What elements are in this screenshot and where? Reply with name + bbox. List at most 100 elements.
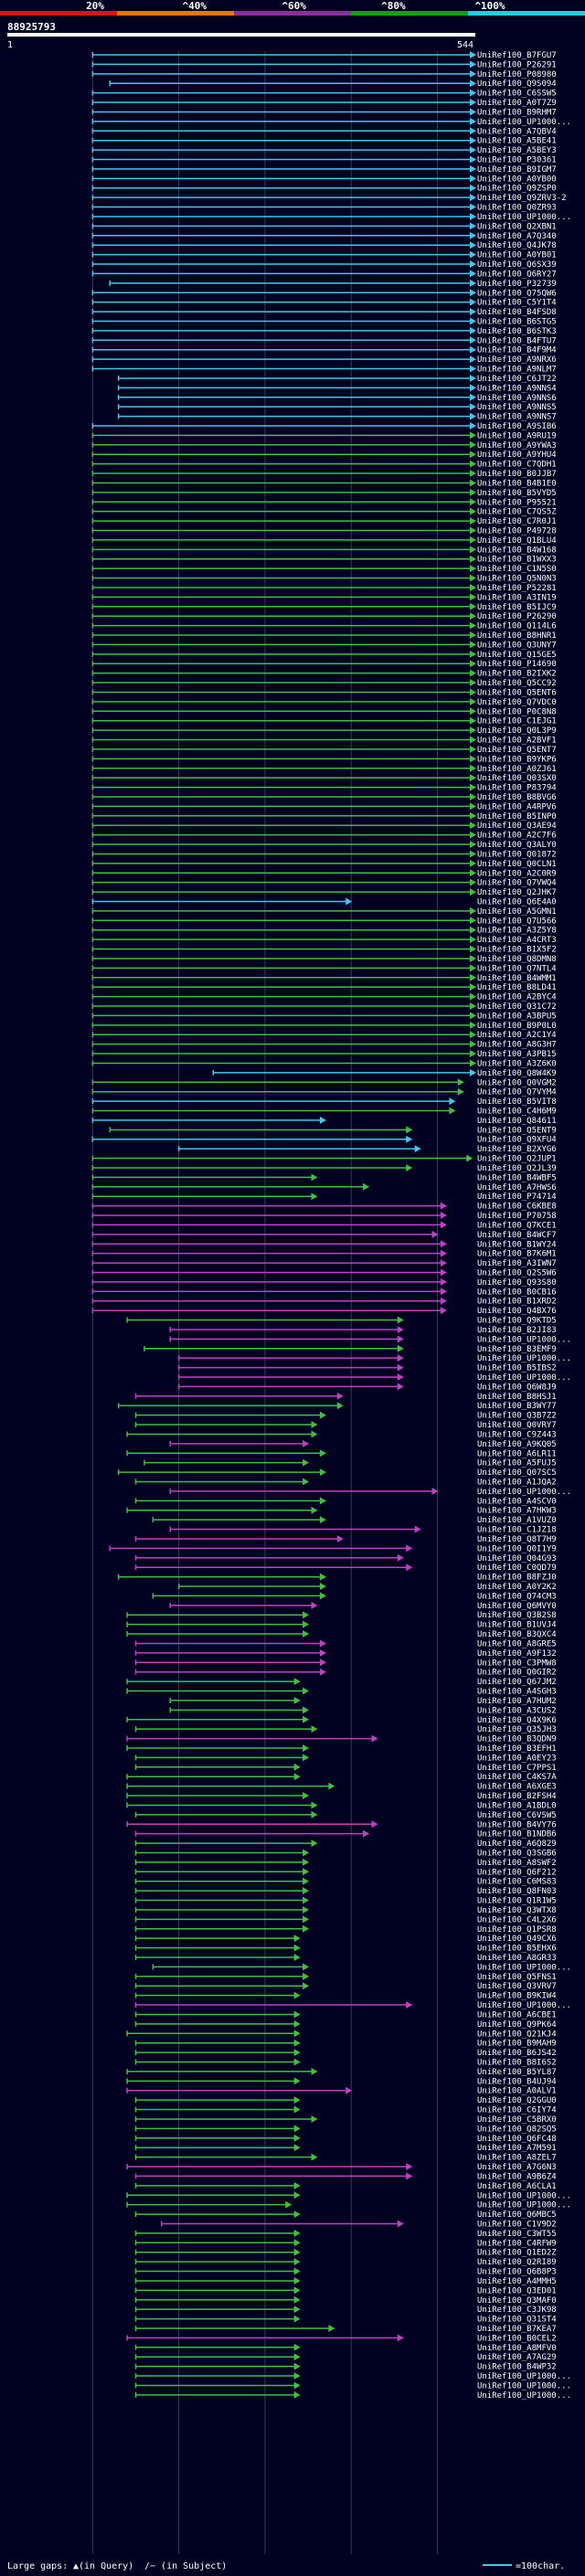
hit-label[interactable]: UniRef100_B5YL87 xyxy=(477,2068,557,2077)
hit-label[interactable]: UniRef100_C1N5S0 xyxy=(477,565,557,574)
hit-label[interactable]: UniRef100_A4MMH5 xyxy=(477,2277,557,2286)
hit-label[interactable]: UniRef100_A3IN19 xyxy=(477,593,557,602)
hit-label[interactable]: UniRef100_A8SWF2 xyxy=(477,1859,557,1868)
hit-label[interactable]: UniRef100_Q7U566 xyxy=(477,917,557,926)
hit-label[interactable]: UniRef100_Q49CX6 xyxy=(477,1935,557,1944)
hit-label[interactable]: UniRef100_Q0VRY7 xyxy=(477,1421,557,1430)
hit-label[interactable]: UniRef100_B9IGM7 xyxy=(477,165,557,175)
hit-label[interactable]: UniRef100_B3QDN9 xyxy=(477,1735,557,1744)
hit-label[interactable]: UniRef100_Q07SC5 xyxy=(477,1468,557,1478)
hit-label[interactable]: UniRef100_UP1000... xyxy=(477,118,571,127)
hit-label[interactable]: UniRef100_A4RPV6 xyxy=(477,802,557,811)
hit-label[interactable]: UniRef100_P32739 xyxy=(477,280,557,289)
hit-label[interactable]: UniRef100_Q3UNY7 xyxy=(477,641,557,650)
hit-label[interactable]: UniRef100_A0YB00 xyxy=(477,175,557,184)
hit-label[interactable]: UniRef100_C6MS83 xyxy=(477,1878,557,1887)
hit-label[interactable]: UniRef100_A3CUS2 xyxy=(477,1706,557,1715)
hit-label[interactable]: UniRef100_A7QBV4 xyxy=(477,127,557,136)
hit-label[interactable]: UniRef100_Q4JK78 xyxy=(477,241,557,250)
hit-label[interactable]: UniRef100_B7K6M1 xyxy=(477,1250,557,1259)
hit-label[interactable]: UniRef100_Q6F212 xyxy=(477,1868,557,1877)
hit-label[interactable]: UniRef100_A3IWN7 xyxy=(477,1259,557,1268)
hit-label[interactable]: UniRef100_A3Z5Y8 xyxy=(477,927,557,936)
hit-label[interactable]: UniRef100_A9B6Z4 xyxy=(477,2172,557,2181)
hit-label[interactable]: UniRef100_A9SIB6 xyxy=(477,422,557,431)
hit-label[interactable]: UniRef100_B8HNR1 xyxy=(477,631,557,641)
hit-label[interactable]: UniRef100_B5EHX6 xyxy=(477,1945,557,1954)
hit-label[interactable]: UniRef100_P26290 xyxy=(477,612,557,621)
hit-label[interactable]: UniRef100_Q31ST4 xyxy=(477,2316,557,2325)
hit-label[interactable]: UniRef100_B1WXX3 xyxy=(477,556,557,565)
hit-label[interactable]: UniRef100_P83794 xyxy=(477,784,557,793)
hit-label[interactable]: UniRef100_Q3AE94 xyxy=(477,822,557,831)
hit-label[interactable]: UniRef100_A2BYC4 xyxy=(477,993,557,1002)
hit-label[interactable]: UniRef100_Q7NTL4 xyxy=(477,964,557,973)
hit-label[interactable]: UniRef100_Q5FNS1 xyxy=(477,1973,557,1982)
hit-label[interactable]: UniRef100_Q6E4A0 xyxy=(477,897,557,906)
hit-label[interactable]: UniRef100_UP1000... xyxy=(477,2001,571,2010)
hit-label[interactable]: UniRef100_UP1000... xyxy=(477,2381,571,2390)
hit-label[interactable]: UniRef100_Q3ALY0 xyxy=(477,841,557,850)
hit-label[interactable]: UniRef100_Q8FN03 xyxy=(477,1887,557,1896)
hit-label[interactable]: UniRef100_B1NDB6 xyxy=(477,1830,557,1839)
hit-label[interactable]: UniRef100_Q9S094 xyxy=(477,80,557,89)
hit-label[interactable]: UniRef100_Q4X9K6 xyxy=(477,1716,557,1725)
hit-label[interactable]: UniRef100_Q9KTD5 xyxy=(477,1317,557,1326)
hit-label[interactable]: UniRef100_A9NNS4 xyxy=(477,384,557,393)
hit-label[interactable]: UniRef100_B8LD41 xyxy=(477,983,557,992)
hit-label[interactable]: UniRef100_UP1000... xyxy=(477,1335,571,1344)
hit-label[interactable]: UniRef100_A8GRE5 xyxy=(477,1639,557,1648)
hit-label[interactable]: UniRef100_B8I6S2 xyxy=(477,2059,557,2068)
hit-label[interactable]: UniRef100_Q74CM3 xyxy=(477,1592,557,1601)
hit-label[interactable]: UniRef100_Q1R1W5 xyxy=(477,1897,557,1906)
hit-label[interactable]: UniRef100_A2C1Y4 xyxy=(477,1031,557,1040)
hit-label[interactable]: UniRef100_UP1000... xyxy=(477,1354,571,1363)
hit-label[interactable]: UniRef100_B9YKP6 xyxy=(477,755,557,764)
hit-label[interactable]: UniRef100_P14690 xyxy=(477,660,557,669)
hit-label[interactable]: UniRef100_B2FSH4 xyxy=(477,1792,557,1801)
hit-label[interactable]: UniRef100_Q6MVY0 xyxy=(477,1602,557,1611)
hit-label[interactable]: UniRef100_Q35JH3 xyxy=(477,1725,557,1734)
hit-label[interactable]: UniRef100_B4UJ94 xyxy=(477,2077,557,2086)
hit-label[interactable]: UniRef100_Q5ENT9 xyxy=(477,1126,557,1135)
hit-label[interactable]: UniRef100_C7QS5Z xyxy=(477,508,557,517)
hit-label[interactable]: UniRef100_C7QDH1 xyxy=(477,461,557,470)
hit-label[interactable]: UniRef100_B2XYG6 xyxy=(477,1145,557,1154)
hit-label[interactable]: UniRef100_B9P0L0 xyxy=(477,1022,557,1031)
hit-label[interactable]: UniRef100_Q01872 xyxy=(477,850,557,859)
hit-label[interactable]: UniRef100_A0Y2K2 xyxy=(477,1583,557,1592)
hit-label[interactable]: UniRef100_C1JZ18 xyxy=(477,1526,557,1535)
hit-label[interactable]: UniRef100_C9Z443 xyxy=(477,1430,557,1439)
hit-label[interactable]: UniRef100_Q7VWQ4 xyxy=(477,879,557,888)
hit-label[interactable]: UniRef100_C5Y1T4 xyxy=(477,299,557,308)
hit-label[interactable]: UniRef100_Q31C72 xyxy=(477,1002,557,1012)
hit-label[interactable]: UniRef100_C6VSW5 xyxy=(477,1811,557,1820)
hit-label[interactable]: UniRef100_Q21KJ4 xyxy=(477,2030,557,2039)
hit-label[interactable]: UniRef100_B4WP32 xyxy=(477,2363,557,2372)
hit-label[interactable]: UniRef100_Q2JHK7 xyxy=(477,888,557,897)
hit-label[interactable]: UniRef100_UP1000... xyxy=(477,2201,571,2210)
hit-label[interactable]: UniRef100_A9NNS7 xyxy=(477,413,557,422)
hit-label[interactable]: UniRef100_Q84611 xyxy=(477,1117,557,1126)
hit-label[interactable]: UniRef100_A8G3H7 xyxy=(477,1041,557,1050)
hit-label[interactable]: UniRef100_Q0CLN1 xyxy=(477,860,557,869)
hit-label[interactable]: UniRef100_A9F132 xyxy=(477,1649,557,1659)
hit-label[interactable]: UniRef100_B6STK3 xyxy=(477,327,557,336)
hit-label[interactable]: UniRef100_Q6FC48 xyxy=(477,2135,557,2144)
hit-label[interactable]: UniRef100_Q7VDC0 xyxy=(477,698,557,707)
hit-label[interactable]: UniRef100_Q4BX76 xyxy=(477,1307,557,1316)
hit-label[interactable]: UniRef100_B1WY24 xyxy=(477,1240,557,1249)
hit-label[interactable]: UniRef100_A9YHU4 xyxy=(477,451,557,460)
hit-label[interactable]: UniRef100_C7R0J1 xyxy=(477,517,557,526)
hit-label[interactable]: UniRef100_B3EFH1 xyxy=(477,1744,557,1754)
hit-label[interactable]: UniRef100_B4VY76 xyxy=(477,1820,557,1829)
hit-label[interactable]: UniRef100_A6LR11 xyxy=(477,1449,557,1458)
hit-label[interactable]: UniRef100_Q8DMN8 xyxy=(477,955,557,964)
hit-label[interactable]: UniRef100_Q6SX39 xyxy=(477,260,557,270)
hit-label[interactable]: UniRef100_A9KQ05 xyxy=(477,1440,557,1449)
hit-label[interactable]: UniRef100_A0YB01 xyxy=(477,251,557,260)
hit-label[interactable]: UniRef100_A2BVF1 xyxy=(477,737,557,746)
hit-label[interactable]: UniRef100_Q9XFU4 xyxy=(477,1136,557,1145)
hit-label[interactable]: UniRef100_A0ALV1 xyxy=(477,2087,557,2096)
hit-label[interactable]: UniRef100_A7Q340 xyxy=(477,232,557,241)
